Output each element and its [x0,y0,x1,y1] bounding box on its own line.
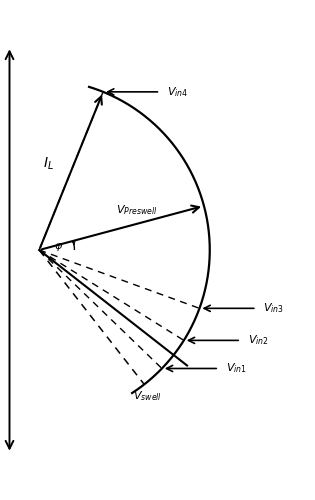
Text: $V_{in1}$: $V_{in1}$ [226,362,247,376]
Text: $V_{in4}$: $V_{in4}$ [167,85,188,99]
Text: $V_{swell}$: $V_{swell}$ [133,390,162,404]
Text: $V_{Preswell}$: $V_{Preswell}$ [116,203,158,217]
Text: $\varphi$: $\varphi$ [54,240,64,252]
Text: $V_{in3}$: $V_{in3}$ [263,302,284,315]
Text: $V_{in2}$: $V_{in2}$ [248,334,268,347]
Text: $I_L$: $I_L$ [43,155,54,172]
